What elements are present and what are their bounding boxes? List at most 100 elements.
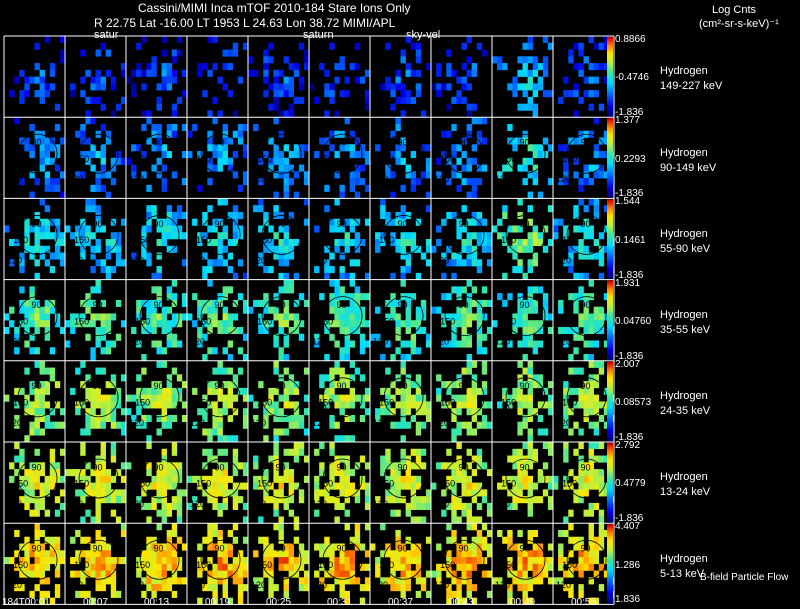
colorbar-segment bbox=[607, 435, 613, 438]
heatmap-cell bbox=[19, 570, 25, 578]
heatmap-cell bbox=[512, 90, 518, 98]
heatmap-cell bbox=[329, 279, 335, 287]
heatmap-cell bbox=[29, 191, 35, 199]
colorbar-segment bbox=[607, 597, 613, 600]
heatmap-cell bbox=[166, 502, 173, 510]
heatmap-cell bbox=[192, 496, 198, 504]
heatmap-cell bbox=[222, 286, 228, 294]
heatmap-cell bbox=[385, 550, 391, 558]
contour-label: 120 bbox=[312, 174, 327, 184]
heatmap-cell bbox=[268, 455, 274, 463]
colorbar-segment bbox=[607, 143, 613, 147]
heatmap-cell bbox=[471, 536, 478, 544]
heatmap-cell bbox=[273, 211, 279, 219]
contour-label: 90 bbox=[275, 138, 285, 148]
heatmap-cell bbox=[512, 387, 518, 395]
heatmap-cell bbox=[44, 489, 51, 497]
heatmap-cell bbox=[161, 401, 167, 409]
heatmap-cell bbox=[166, 543, 173, 551]
heatmap-cell bbox=[385, 367, 391, 375]
colorbar-segment bbox=[607, 84, 613, 87]
heatmap-cell bbox=[349, 469, 356, 477]
heatmap-cell bbox=[476, 178, 483, 186]
colorbar-segment bbox=[607, 496, 613, 499]
heatmap-cell bbox=[578, 394, 584, 402]
heatmap-cell bbox=[222, 543, 228, 551]
heatmap-cell bbox=[85, 333, 91, 341]
heatmap-cell bbox=[166, 218, 173, 226]
heatmap-cell bbox=[329, 557, 335, 565]
heatmap-cell bbox=[120, 489, 127, 497]
heatmap-cell bbox=[100, 103, 106, 111]
heatmap-cell bbox=[334, 435, 340, 443]
heatmap-cell bbox=[283, 286, 289, 294]
heatmap-cell bbox=[420, 496, 427, 504]
heatmap-cell bbox=[527, 306, 533, 314]
heatmap-cell bbox=[34, 543, 40, 551]
heatmap-cell bbox=[146, 563, 152, 571]
heatmap-cell bbox=[80, 90, 86, 98]
heatmap-cell bbox=[461, 259, 467, 267]
heatmap-cell bbox=[120, 259, 127, 267]
heatmap-cell bbox=[319, 577, 325, 585]
heatmap-cell bbox=[65, 340, 71, 348]
heatmap-cell bbox=[44, 387, 51, 395]
heatmap-cell bbox=[319, 489, 325, 497]
heatmap-cell bbox=[34, 448, 40, 456]
colorbar-segment bbox=[607, 569, 613, 573]
heatmap-cell bbox=[217, 543, 223, 551]
contour-label: 120 bbox=[373, 255, 388, 265]
heatmap-cell bbox=[441, 313, 447, 321]
heatmap-cell bbox=[334, 293, 340, 301]
heatmap-cell bbox=[212, 469, 218, 477]
colorbar-segment bbox=[607, 248, 613, 252]
heatmap-cell bbox=[110, 570, 117, 578]
heatmap-cell bbox=[512, 225, 518, 233]
heatmap-cell bbox=[80, 516, 86, 524]
heatmap-cell bbox=[146, 299, 152, 307]
heatmap-cell bbox=[146, 69, 152, 77]
heatmap-cell bbox=[593, 421, 600, 429]
heatmap-cell bbox=[34, 502, 40, 510]
heatmap-cell bbox=[75, 239, 81, 247]
colorbar-segment bbox=[607, 328, 613, 331]
heatmap-cell bbox=[537, 550, 544, 558]
heatmap-cell bbox=[339, 90, 345, 98]
heatmap-cell bbox=[258, 157, 264, 165]
colorbar-segment bbox=[607, 262, 613, 266]
heatmap-cell bbox=[273, 90, 279, 98]
colorbar-segment bbox=[607, 468, 613, 472]
heatmap-cell bbox=[298, 448, 305, 456]
contour-label: 150 bbox=[318, 479, 333, 489]
heatmap-cell bbox=[39, 252, 45, 260]
heatmap-cell bbox=[395, 144, 401, 152]
heatmap-cell bbox=[171, 557, 178, 565]
heatmap-cell bbox=[522, 469, 528, 477]
heatmap-cell bbox=[537, 83, 544, 91]
heatmap-cell bbox=[471, 455, 478, 463]
heatmap-cell bbox=[85, 557, 91, 565]
heatmap-cell bbox=[532, 110, 539, 118]
heatmap-cell bbox=[364, 151, 371, 159]
heatmap-cell bbox=[212, 489, 218, 497]
heatmap-cell bbox=[471, 401, 478, 409]
heatmap-cell bbox=[105, 475, 112, 483]
heatmap-cell bbox=[486, 245, 493, 253]
heatmap-cell bbox=[456, 340, 462, 348]
heatmap-cell bbox=[24, 313, 30, 321]
heatmap-cell bbox=[583, 205, 589, 213]
heatmap-cell bbox=[95, 502, 101, 510]
heatmap-cell bbox=[578, 130, 584, 138]
heatmap-cell bbox=[237, 123, 244, 132]
heatmap-cell bbox=[197, 563, 203, 571]
heatmap-cell bbox=[222, 469, 228, 477]
heatmap-cell bbox=[80, 428, 86, 436]
heatmap-cell bbox=[151, 56, 157, 64]
heatmap-cell bbox=[115, 557, 122, 565]
heatmap-cell bbox=[558, 563, 564, 571]
heatmap-cell bbox=[161, 76, 167, 84]
heatmap-cell bbox=[146, 584, 152, 592]
heatmap-cell bbox=[563, 421, 569, 429]
heatmap-cell bbox=[120, 218, 127, 226]
